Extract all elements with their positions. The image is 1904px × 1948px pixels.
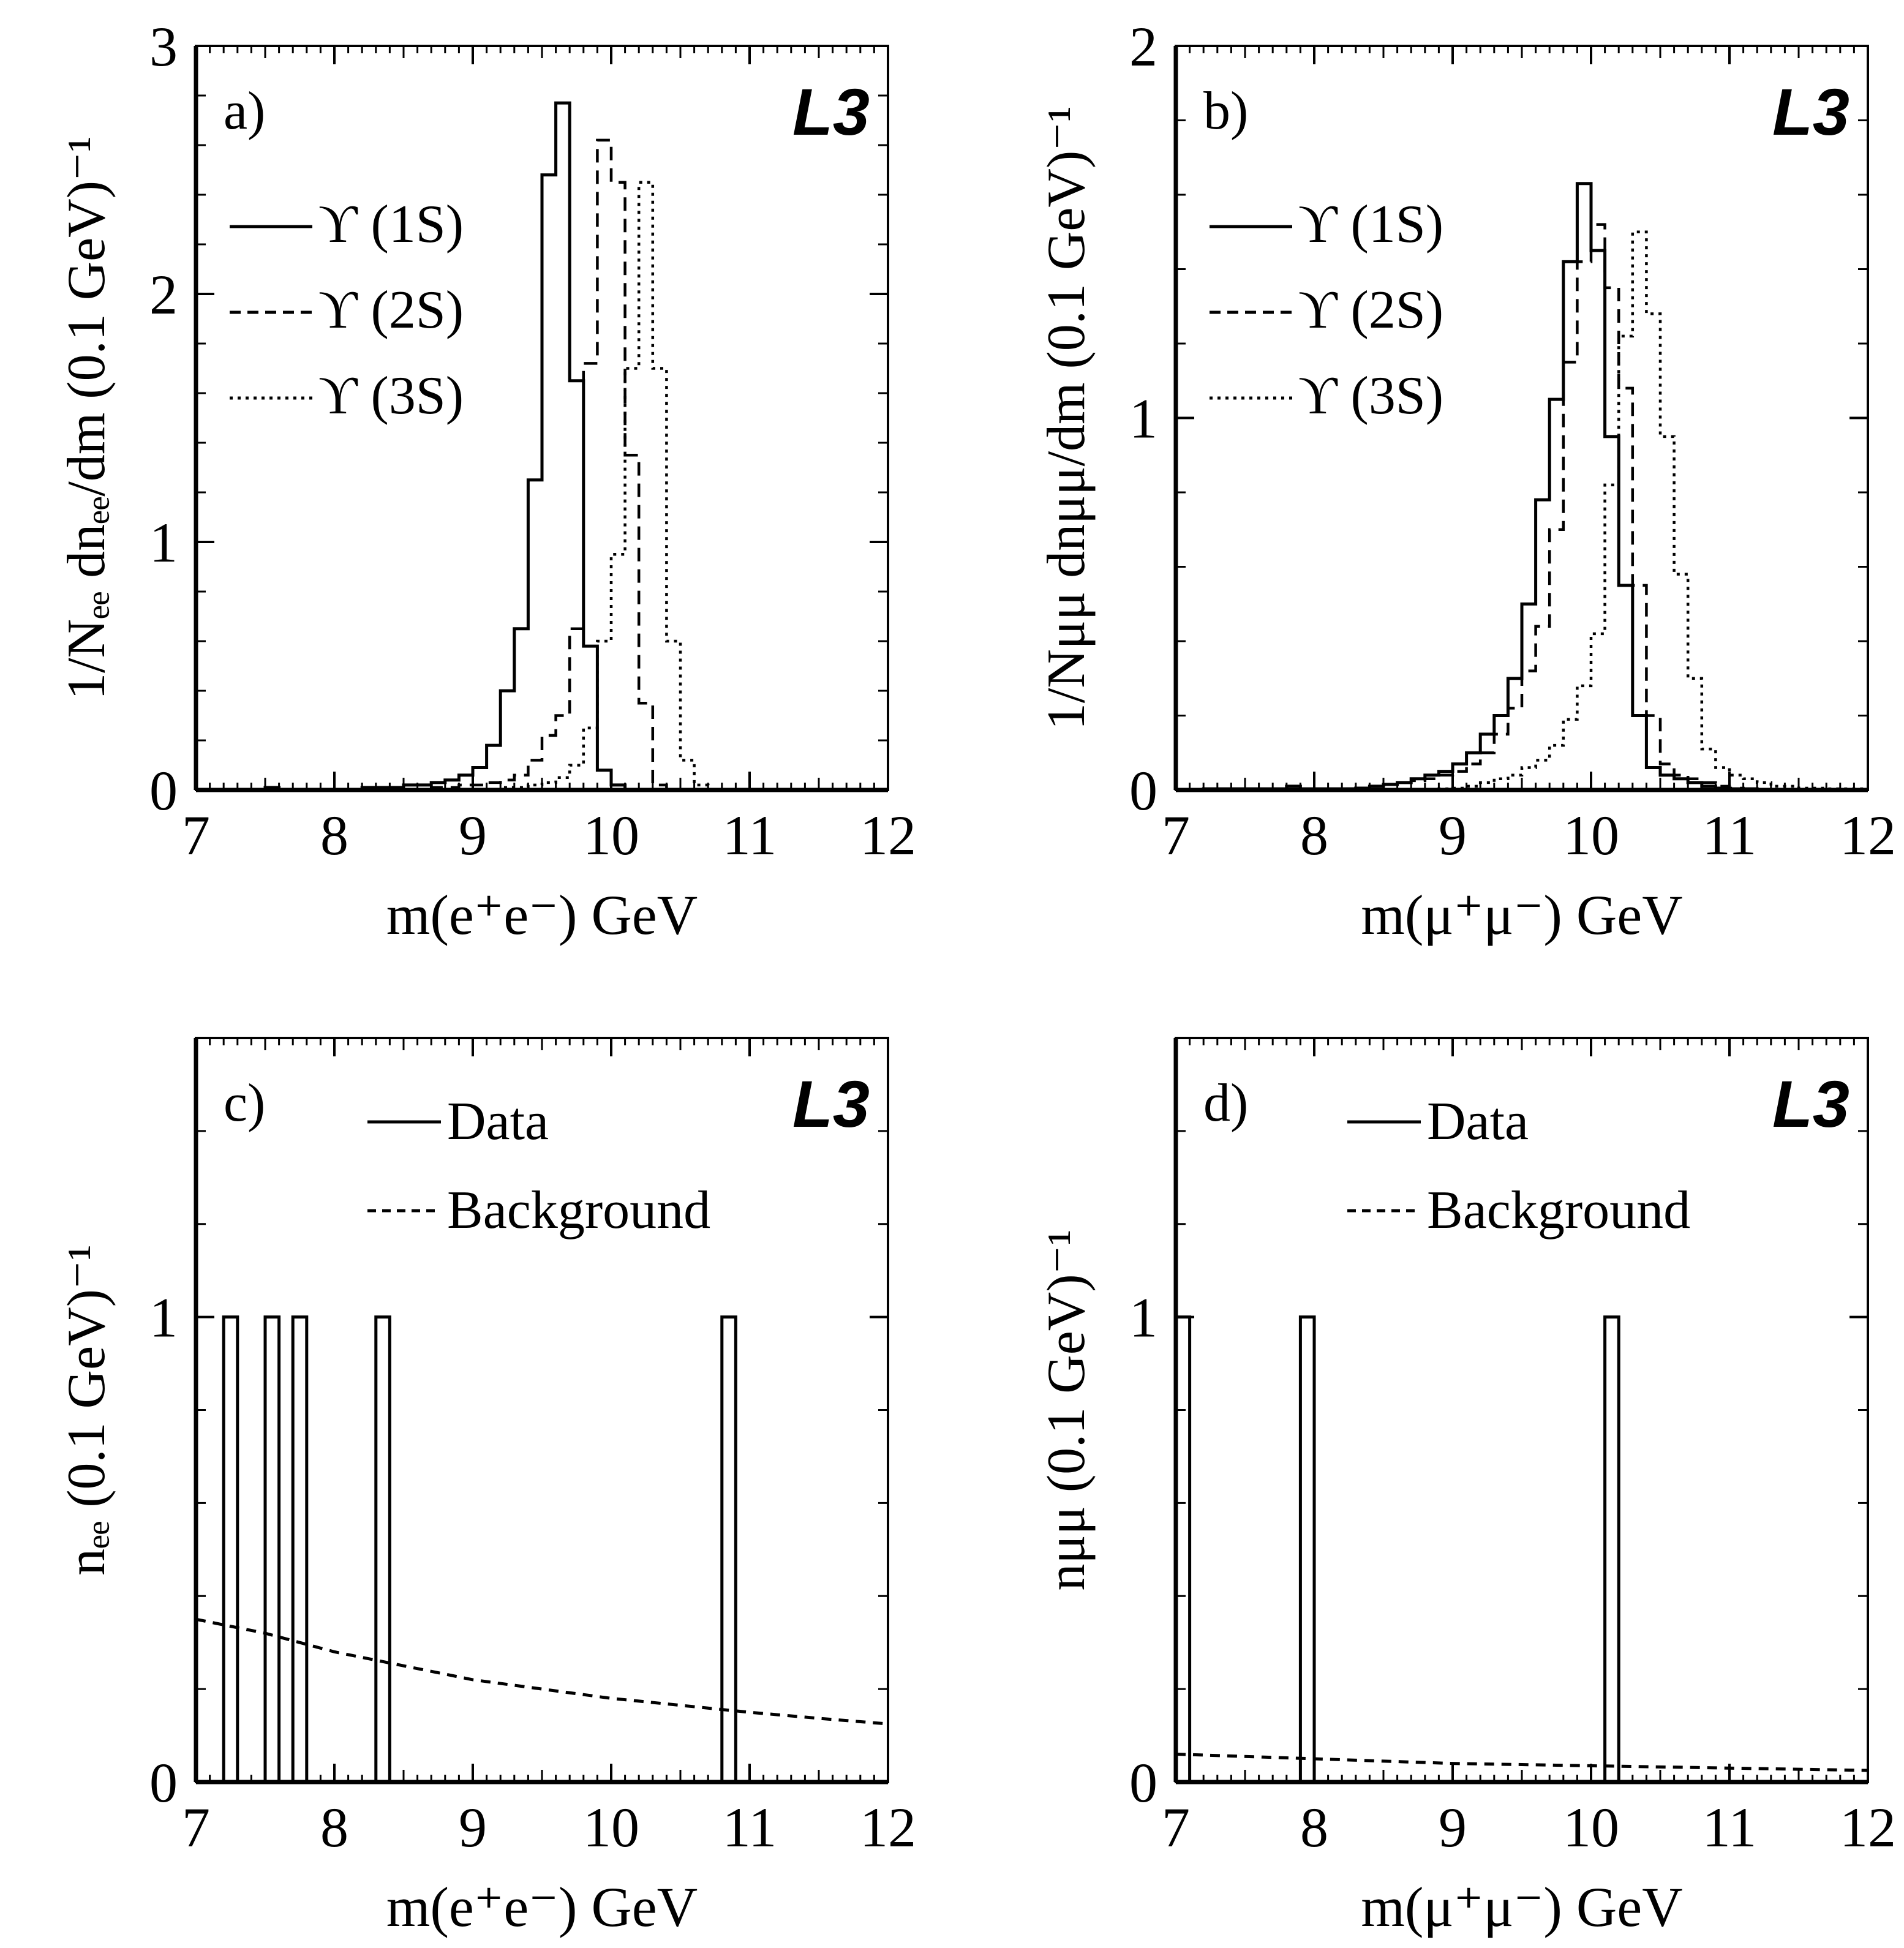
- x-axis-label: m(μ⁺μ⁻) GeV: [1361, 884, 1682, 946]
- x-tick-label: 10: [1563, 804, 1619, 867]
- panel-label: a): [224, 81, 265, 141]
- background-curve: [195, 1617, 889, 1726]
- panel-label: c): [224, 1074, 265, 1133]
- data-bar: [374, 1315, 391, 1782]
- y-tick-label: 0: [149, 759, 178, 822]
- x-tick-label: 9: [459, 804, 487, 867]
- legend-entry: ϒ (3S): [1298, 366, 1443, 426]
- y-tick-label: 1: [1129, 388, 1157, 450]
- x-axis-label: m(μ⁺μ⁻) GeV: [1361, 1876, 1682, 1938]
- data-bar: [720, 1315, 737, 1782]
- series-line-1s: [1176, 182, 1868, 792]
- x-tick-label: 7: [182, 1796, 210, 1859]
- experiment-badge: L3: [1772, 1067, 1849, 1141]
- legend-entry: ϒ (2S): [318, 280, 464, 340]
- legend-entry: Data: [447, 1092, 549, 1151]
- x-tick-label: 8: [320, 1796, 348, 1859]
- x-tick-label: 10: [583, 1796, 639, 1859]
- x-axis-label: m(e⁺e⁻) GeV: [386, 884, 698, 946]
- panel-label: b): [1203, 81, 1248, 141]
- x-tick-label: 8: [1300, 1796, 1328, 1859]
- y-tick-label: 2: [149, 263, 178, 326]
- x-tick-label: 7: [1162, 1796, 1190, 1859]
- experiment-badge: L3: [1772, 75, 1849, 149]
- y-tick-label: 1: [1129, 1287, 1157, 1349]
- panel-c: 7 8 9 10 11 12 0 1 m(e⁺e⁻) GeV nₑₑ (0.1 GeV)⁻¹ c) L…: [57, 1037, 916, 1938]
- legend-entry: Background: [1427, 1181, 1690, 1240]
- x-tick-label: 7: [182, 804, 210, 867]
- y-tick-label: 0: [1129, 1751, 1157, 1814]
- y-tick-label: 0: [149, 1751, 178, 1814]
- panel-label: d): [1203, 1074, 1248, 1133]
- y-axis-label: nₑₑ (0.1 GeV)⁻¹: [57, 1244, 116, 1576]
- panel-d: 7 8 9 10 11 12 0 1 m(μ⁺μ⁻) GeV nμμ (0.1 GeV)⁻¹ d) L…: [1037, 1037, 1896, 1938]
- y-tick-label: 1: [149, 1287, 178, 1349]
- x-axis-label: m(e⁺e⁻) GeV: [386, 1876, 698, 1938]
- y-tick-label: 2: [1129, 15, 1157, 78]
- data-bar: [222, 1315, 239, 1782]
- x-tick-label: 12: [1840, 1796, 1896, 1859]
- series-line-3s: [1176, 230, 1868, 792]
- legend-entry: ϒ (2S): [1298, 280, 1443, 340]
- legend-entry: Background: [447, 1181, 710, 1240]
- data-bar: [263, 1315, 281, 1782]
- legend-entry: Data: [1427, 1092, 1529, 1151]
- data-bar: [1603, 1315, 1620, 1782]
- x-tick-label: 8: [1300, 804, 1328, 867]
- y-axis-label: nμμ (0.1 GeV)⁻¹: [1037, 1230, 1096, 1591]
- y-tick-label: 0: [1129, 759, 1157, 822]
- x-tick-label: 11: [1703, 804, 1757, 867]
- legend-entry: ϒ (1S): [1298, 195, 1443, 254]
- x-tick-label: 11: [1703, 1796, 1757, 1859]
- x-tick-label: 9: [459, 1796, 487, 1859]
- experiment-badge: L3: [792, 75, 870, 149]
- x-tick-label: 12: [1840, 804, 1896, 867]
- x-tick-label: 12: [860, 804, 916, 867]
- legend-entry: ϒ (3S): [318, 366, 464, 426]
- x-tick-label: 9: [1439, 1796, 1467, 1859]
- background-curve: [1175, 1752, 1868, 1772]
- x-tick-label: 11: [723, 804, 777, 867]
- legend-entry: ϒ (1S): [318, 195, 464, 254]
- y-tick-label: 3: [149, 15, 178, 78]
- experiment-badge: L3: [792, 1067, 870, 1141]
- x-tick-label: 7: [1162, 804, 1190, 867]
- x-tick-label: 11: [723, 1796, 777, 1859]
- y-tick-label: 1: [149, 511, 178, 574]
- y-axis-label: 1/Nμμ dnμμ/dm (0.1 GeV)⁻¹: [1037, 106, 1096, 730]
- data-bar: [1298, 1315, 1316, 1782]
- y-axis-label: 1/Nₑₑ dnₑₑ/dm (0.1 GeV)⁻¹: [57, 136, 116, 700]
- x-tick-label: 8: [320, 804, 348, 867]
- x-tick-label: 10: [1563, 1796, 1619, 1859]
- data-bar: [291, 1315, 309, 1782]
- series-line-2s: [1176, 223, 1868, 792]
- x-tick-label: 9: [1439, 804, 1467, 867]
- x-tick-label: 12: [860, 1796, 916, 1859]
- data-bar: [1174, 1315, 1192, 1782]
- x-tick-label: 10: [583, 804, 639, 867]
- series-line-1s: [196, 101, 888, 792]
